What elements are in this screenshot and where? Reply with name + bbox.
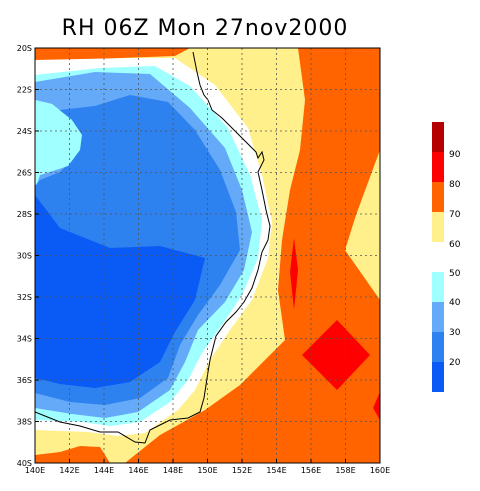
colorbar-swatch-60-70: [432, 212, 444, 242]
map-title: RH 06Z Mon 27nov2000: [61, 16, 349, 41]
y-tick-label: 22S: [17, 86, 32, 95]
colorbar-label: 40: [449, 298, 461, 308]
rh-60-70-wedge: [345, 150, 380, 300]
colorbar-swatch-40-50: [432, 272, 444, 302]
colorbar: 90 80 70 60 50 40 30 20: [432, 122, 461, 392]
rh-40-50-tongue: [35, 100, 82, 178]
colorbar-swatch-20-30: [432, 332, 444, 362]
y-tick-label: 30S: [17, 252, 32, 261]
colorbar-label: 70: [449, 210, 461, 220]
y-tick-label: 20S: [17, 44, 32, 53]
x-tick-label: 146E: [128, 466, 148, 475]
colorbar-label: 60: [449, 240, 461, 250]
x-tick-label: 160E: [370, 466, 390, 475]
colorbar-label: 20: [449, 358, 461, 368]
x-tick-label: 154E: [266, 466, 286, 475]
rh-80-90-blob-c: [373, 392, 380, 420]
x-tick-label: 148E: [163, 466, 183, 475]
y-tick-label: 34S: [17, 335, 32, 344]
x-tick-label: 150E: [197, 466, 217, 475]
x-tick-label: 144E: [94, 466, 114, 475]
colorbar-label: 80: [449, 180, 461, 190]
colorbar-swatch-30-40: [432, 302, 444, 332]
y-tick-label: 26S: [17, 169, 32, 178]
y-tick-label: 28S: [17, 210, 32, 219]
y-axis-ticks: 20S 22S 24S 26S 28S 30S 32S 34S 36S 38S 40S: [17, 44, 39, 468]
map-plot-area: [35, 48, 380, 463]
map-grid: [35, 48, 380, 463]
colorbar-swatch-lt20: [432, 362, 444, 392]
y-tick-label: 38S: [17, 418, 32, 427]
x-tick-label: 152E: [232, 466, 252, 475]
coastline: [35, 51, 271, 444]
x-tick-label: 156E: [301, 466, 321, 475]
x-tick-label: 142E: [59, 466, 79, 475]
rh-80-90-blob-b: [290, 238, 298, 310]
y-tick-label: 40S: [17, 459, 32, 468]
y-tick-label: 24S: [17, 127, 32, 136]
y-tick-label: 32S: [17, 293, 32, 302]
x-tick-label: 140E: [25, 466, 45, 475]
colorbar-swatch-70-80: [432, 182, 444, 212]
rh-70-80-south-field: [35, 446, 110, 463]
colorbar-label: 30: [449, 328, 461, 338]
colorbar-label: 50: [449, 269, 461, 279]
x-tick-label: 158E: [335, 466, 355, 475]
rh-80-90-blob-a: [302, 320, 370, 390]
colorbar-label: 90: [449, 150, 461, 160]
colorbar-swatch-gt90: [432, 122, 444, 152]
rh-lt20-field: [35, 195, 205, 388]
colorbar-swatch-50-60: [432, 242, 444, 272]
y-tick-label: 36S: [17, 376, 32, 385]
colorbar-swatch-80-90: [432, 152, 444, 182]
x-axis-ticks: 140E 142E 144E 146E 148E 150E 152E 154E 156E 158E…: [25, 459, 390, 475]
